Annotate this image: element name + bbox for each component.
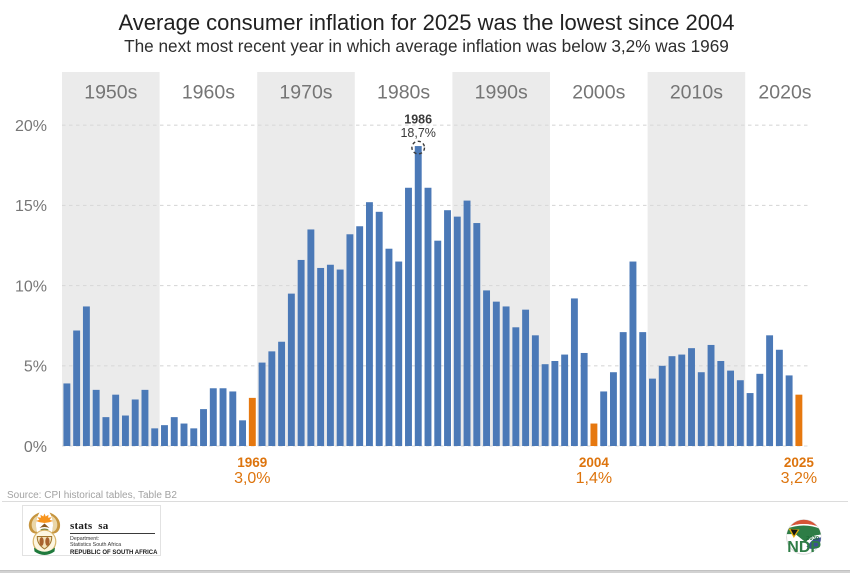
svg-text:15%: 15% <box>15 198 47 215</box>
svg-text:20%: 20% <box>15 118 47 135</box>
svg-text:1960s: 1960s <box>182 82 235 104</box>
svg-text:3,2%: 3,2% <box>781 470 817 487</box>
svg-text:NDP: NDP <box>787 539 821 556</box>
svg-text:10%: 10% <box>15 278 47 295</box>
svg-text:2000s: 2000s <box>572 82 625 104</box>
svg-text:18,7%: 18,7% <box>400 126 435 140</box>
svg-text:1,4%: 1,4% <box>576 470 612 487</box>
svg-text:1969: 1969 <box>237 455 267 470</box>
svg-text:1950s: 1950s <box>84 82 137 104</box>
svg-text:2025: 2025 <box>784 455 815 470</box>
svg-text:1970s: 1970s <box>279 82 332 104</box>
svg-text:2020s: 2020s <box>758 82 811 104</box>
svg-text:Source: CPI historical tables,: Source: CPI historical tables, Table B2 <box>7 490 177 501</box>
svg-text:2030: 2030 <box>806 535 819 541</box>
svg-text:1990s: 1990s <box>475 82 528 104</box>
svg-text:0%: 0% <box>24 439 47 456</box>
svg-text:3,0%: 3,0% <box>234 470 270 487</box>
svg-text:5%: 5% <box>24 359 47 376</box>
svg-text:2004: 2004 <box>579 455 610 470</box>
svg-text:2010s: 2010s <box>670 82 723 104</box>
svg-text:1980s: 1980s <box>377 82 430 104</box>
svg-text:1986: 1986 <box>404 113 432 127</box>
